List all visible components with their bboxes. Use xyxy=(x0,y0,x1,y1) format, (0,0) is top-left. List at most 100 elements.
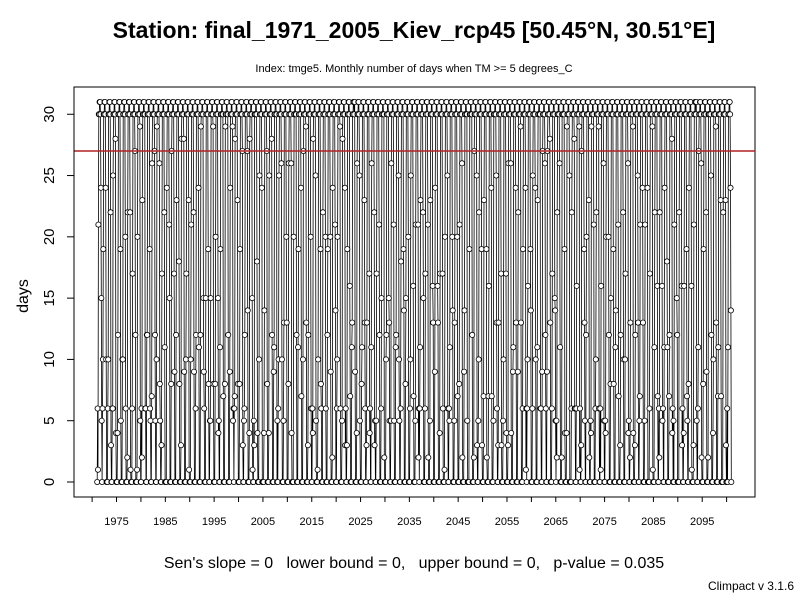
data-point xyxy=(250,417,257,424)
data-point xyxy=(158,442,165,449)
data-point xyxy=(527,307,534,314)
data-point xyxy=(304,442,311,449)
data-point xyxy=(185,197,192,204)
data-point xyxy=(585,197,592,204)
data-point xyxy=(627,319,634,326)
data-point xyxy=(436,429,443,436)
data-point xyxy=(373,417,380,424)
data-point xyxy=(114,331,121,338)
data-point xyxy=(221,380,228,387)
x-tick-label: 2005 xyxy=(251,516,275,528)
data-point xyxy=(334,233,341,240)
x-axis: 1975 1985 1995 2005 2015 2025 2035 2045 2055 2065… xyxy=(91,497,728,528)
data-point xyxy=(617,331,624,338)
data-point xyxy=(588,123,595,130)
data-point xyxy=(310,135,317,142)
data-point xyxy=(629,123,636,130)
data-point xyxy=(620,209,627,216)
data-point xyxy=(192,405,199,412)
data-point xyxy=(302,123,309,130)
data-point xyxy=(406,405,413,412)
data-point xyxy=(200,368,207,375)
data-point xyxy=(157,417,164,424)
x-tick-label: 2035 xyxy=(397,516,421,528)
data-point xyxy=(175,258,182,265)
data-point xyxy=(439,270,446,277)
data-point xyxy=(529,172,536,179)
data-point xyxy=(679,442,686,449)
data-point xyxy=(573,282,580,289)
data-point xyxy=(517,123,524,130)
data-point xyxy=(347,393,354,400)
data-point xyxy=(554,209,561,216)
data-point xyxy=(362,405,369,412)
y-tick-label: 25 xyxy=(41,167,58,184)
data-point xyxy=(646,270,653,277)
data-point xyxy=(173,197,180,204)
data-point xyxy=(244,307,251,314)
data-point xyxy=(107,209,114,216)
data-point xyxy=(679,405,686,412)
data-point xyxy=(127,209,134,216)
data-point xyxy=(485,282,492,289)
data-point xyxy=(417,344,424,351)
data-point xyxy=(568,209,575,216)
data-point xyxy=(426,417,433,424)
data-point xyxy=(241,405,248,412)
data-point xyxy=(637,221,644,228)
data-point xyxy=(425,454,432,461)
y-tick-label: 20 xyxy=(41,228,58,245)
data-point xyxy=(434,319,441,326)
data-point xyxy=(397,405,404,412)
data-point xyxy=(322,233,329,240)
data-point xyxy=(581,417,588,424)
data-point xyxy=(597,466,604,473)
data-point xyxy=(183,270,190,277)
data-point xyxy=(625,160,632,167)
data-point xyxy=(458,160,465,167)
data-point xyxy=(395,356,402,363)
data-point xyxy=(544,368,551,375)
data-point xyxy=(590,221,597,228)
data-point xyxy=(366,429,373,436)
data-point xyxy=(256,172,263,179)
data-point xyxy=(549,270,556,277)
data-point xyxy=(546,135,553,142)
data-point xyxy=(449,307,456,314)
data-point xyxy=(673,295,680,302)
chart-title: Station: final_1971_2005_Kiev_rcp45 [50.… xyxy=(113,17,716,43)
data-point xyxy=(344,246,351,253)
data-point xyxy=(407,172,414,179)
data-point xyxy=(419,209,426,216)
data-point xyxy=(480,393,487,400)
data-point xyxy=(332,307,339,314)
data-point xyxy=(278,356,285,363)
data-point xyxy=(684,417,691,424)
data-point xyxy=(99,405,106,412)
data-point xyxy=(666,393,673,400)
data-point xyxy=(630,429,637,436)
data-point xyxy=(227,184,234,191)
data-point xyxy=(163,184,170,191)
data-point xyxy=(566,172,573,179)
data-point xyxy=(283,319,290,326)
data-point xyxy=(524,282,531,289)
x-tick-label: 2015 xyxy=(300,516,324,528)
data-point xyxy=(195,184,202,191)
data-point xyxy=(617,442,624,449)
data-point xyxy=(146,246,153,253)
data-point xyxy=(173,331,180,338)
data-point xyxy=(661,184,668,191)
data-point xyxy=(498,270,505,277)
data-point xyxy=(625,417,632,424)
data-point xyxy=(493,405,500,412)
data-point xyxy=(622,270,629,277)
data-point xyxy=(265,429,272,436)
data-point xyxy=(588,429,595,436)
data-point xyxy=(124,454,131,461)
data-point xyxy=(515,209,522,216)
data-point xyxy=(402,295,409,302)
data-point xyxy=(271,344,278,351)
data-point xyxy=(720,209,727,216)
data-point xyxy=(285,380,292,387)
